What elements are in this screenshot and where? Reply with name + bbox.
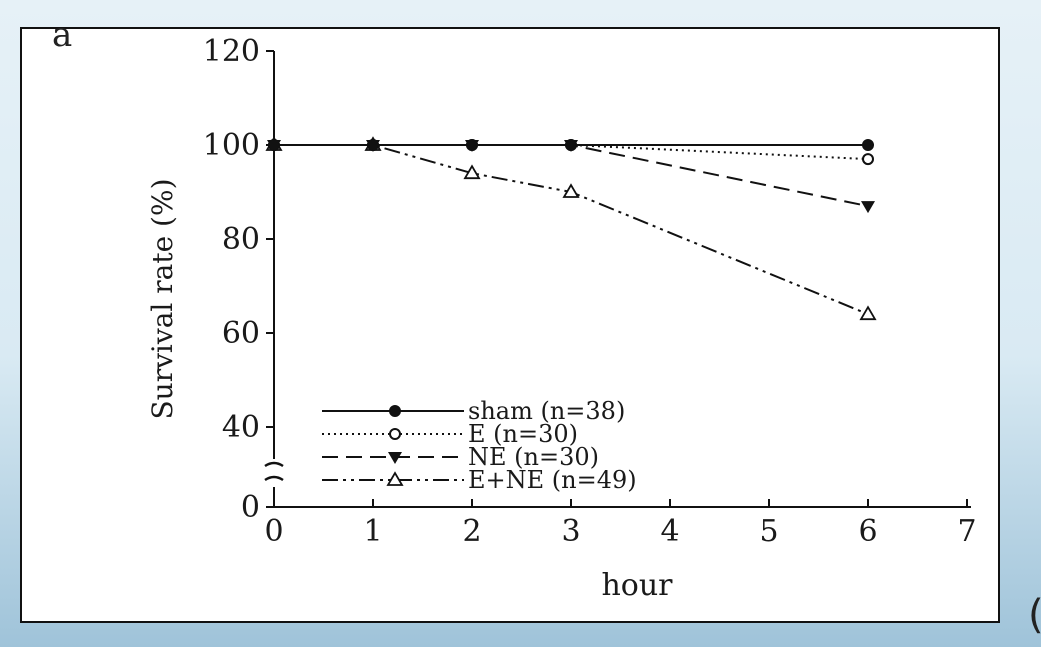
y-axis-label: Survival rate (%): [146, 179, 179, 420]
y-tick-label: 80: [222, 222, 260, 257]
legend-entry: sham (n=38): [322, 397, 625, 425]
series-layer: [265, 136, 877, 321]
x-tick-label: 6: [858, 514, 877, 549]
legend-marker: [386, 471, 404, 486]
data-point: [862, 139, 874, 151]
data-point: [268, 139, 280, 151]
legend-entry: NE (n=30): [322, 443, 599, 471]
data-point: [859, 305, 877, 321]
data-point: [466, 139, 478, 151]
x-axis-label: hour: [601, 568, 673, 603]
x-tick-label: 4: [660, 514, 679, 549]
legend-entry: E+NE (n=49): [322, 466, 637, 494]
legend-label: sham (n=38): [468, 397, 625, 425]
data-point: [367, 139, 379, 151]
legend-marker: [388, 452, 402, 464]
axis-break-mark: [264, 461, 284, 482]
x-tick-label: 1: [363, 514, 382, 549]
legend-label: E (n=30): [468, 420, 578, 448]
legend-marker: [389, 428, 401, 440]
series-eplusne: [265, 136, 877, 321]
survival-chart: 0 1 2 3 4 5 6 7 0 40 60 80 100 120 sham (n=38)E (n=30…: [146, 34, 977, 603]
legend-entry: E (n=30): [322, 420, 578, 448]
y-tick-label: 120: [203, 34, 260, 69]
data-point: [862, 153, 874, 166]
series-sham: [268, 139, 874, 151]
x-tick-label: 3: [561, 514, 580, 549]
x-tick-label: 7: [957, 514, 976, 549]
edge-glyph: (: [1028, 592, 1041, 638]
data-point: [861, 201, 875, 214]
legend-marker: [389, 405, 401, 417]
chart-frame: a 0 1 2 3 4 5 6 7 0 40 60 80 100 120 sham (n=38) E (n=…: [20, 15, 1000, 623]
series-line: [274, 144, 869, 316]
y-tick-label: 60: [222, 316, 260, 351]
axes: 0 1 2 3 4 5 6 7 0 40 60 80 100 120: [203, 34, 977, 549]
legend: sham (n=38)E (n=30)NE (n=30)E+NE (n=49): [322, 397, 637, 494]
legend-label: NE (n=30): [468, 443, 599, 471]
x-tick-label: 5: [759, 514, 778, 549]
y-tick-label: 0: [241, 490, 260, 525]
x-tick-label: 0: [264, 514, 283, 549]
data-point: [565, 139, 577, 151]
legend-label: E+NE (n=49): [468, 466, 637, 494]
data-point: [463, 164, 481, 180]
y-tick-label: 40: [222, 410, 260, 445]
data-point: [562, 183, 580, 198]
panel-letter: a: [52, 15, 73, 55]
y-tick-label: 100: [203, 128, 260, 163]
x-tick-label: 2: [462, 514, 481, 549]
